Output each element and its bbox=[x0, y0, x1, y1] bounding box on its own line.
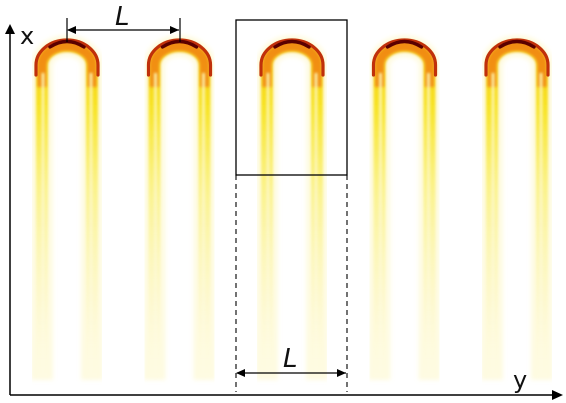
flame-dome-orange bbox=[487, 41, 547, 87]
y-axis-label: y bbox=[513, 366, 527, 394]
flame-dome-orange bbox=[37, 41, 97, 87]
flame-core bbox=[491, 73, 543, 380]
bottom-spacing-marker: L bbox=[236, 344, 346, 377]
flame bbox=[368, 35, 441, 380]
flame-glow bbox=[481, 35, 553, 380]
flame-tip bbox=[273, 39, 311, 49]
flame-dome-orange bbox=[375, 41, 434, 87]
flame bbox=[256, 35, 328, 380]
flame-dome-orange bbox=[262, 41, 322, 87]
flame-array bbox=[31, 35, 553, 380]
axes: x y bbox=[5, 22, 563, 400]
domain-box bbox=[235, 19, 348, 392]
flame-glow bbox=[143, 35, 216, 380]
flame bbox=[143, 35, 216, 380]
x-axis-arrow-icon bbox=[5, 24, 15, 34]
flame-tip bbox=[385, 39, 424, 49]
flame-core bbox=[379, 73, 430, 380]
flame-dome-orange bbox=[150, 41, 209, 87]
top-spacing-label: L bbox=[115, 2, 130, 32]
bottom-spacing-label: L bbox=[283, 344, 298, 374]
y-axis-arrow-icon bbox=[552, 390, 563, 400]
flame-core bbox=[266, 73, 318, 380]
flame-core bbox=[41, 73, 93, 380]
flame-tip bbox=[498, 39, 536, 49]
flame-core bbox=[154, 73, 205, 380]
domain-box-solid bbox=[235, 19, 348, 176]
top-spacing-marker: L bbox=[66, 2, 181, 42]
x-axis-label: x bbox=[20, 22, 34, 50]
flame bbox=[31, 35, 103, 380]
flame-glow bbox=[31, 35, 103, 380]
flame-glow bbox=[256, 35, 328, 380]
flame bbox=[481, 35, 553, 380]
flame-glow bbox=[368, 35, 441, 380]
